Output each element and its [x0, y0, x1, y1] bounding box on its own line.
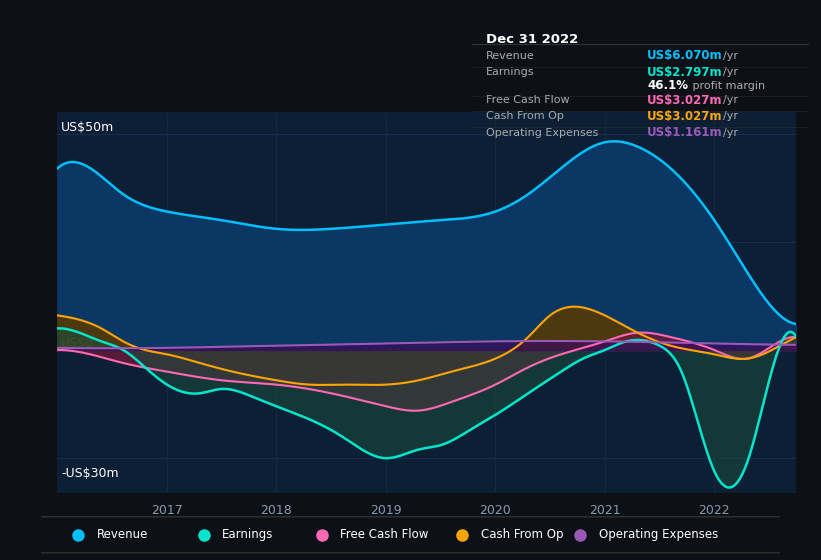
Text: US$2.797m: US$2.797m [647, 66, 722, 78]
Text: 2022: 2022 [699, 503, 730, 517]
Text: Cash From Op: Cash From Op [481, 528, 563, 542]
Text: 2018: 2018 [260, 503, 292, 517]
Text: Earnings: Earnings [485, 67, 534, 77]
Text: /yr: /yr [722, 67, 738, 77]
Text: US$6.070m: US$6.070m [647, 49, 722, 63]
Text: Cash From Op: Cash From Op [485, 111, 563, 122]
Text: Revenue: Revenue [485, 51, 534, 61]
Text: -US$30m: -US$30m [62, 467, 119, 480]
Text: US$0: US$0 [62, 337, 94, 350]
Text: 2020: 2020 [479, 503, 511, 517]
Text: /yr: /yr [722, 111, 738, 122]
Text: US$1.161m: US$1.161m [647, 126, 722, 139]
Text: Revenue: Revenue [97, 528, 148, 542]
Text: 2017: 2017 [151, 503, 183, 517]
Text: Free Cash Flow: Free Cash Flow [485, 95, 569, 105]
Text: US$50m: US$50m [62, 120, 114, 134]
Text: Dec 31 2022: Dec 31 2022 [485, 33, 578, 46]
Text: US$3.027m: US$3.027m [647, 94, 722, 107]
Text: /yr: /yr [722, 128, 738, 138]
Text: Operating Expenses: Operating Expenses [485, 128, 598, 138]
Text: 2021: 2021 [589, 503, 621, 517]
Text: Operating Expenses: Operating Expenses [599, 528, 718, 542]
Text: Earnings: Earnings [222, 528, 273, 542]
Text: /yr: /yr [722, 95, 738, 105]
Text: 2019: 2019 [370, 503, 401, 517]
Text: US$3.027m: US$3.027m [647, 110, 722, 123]
Text: Free Cash Flow: Free Cash Flow [341, 528, 429, 542]
Text: 46.1%: 46.1% [647, 79, 688, 92]
Text: /yr: /yr [722, 51, 738, 61]
Text: profit margin: profit margin [689, 81, 765, 91]
